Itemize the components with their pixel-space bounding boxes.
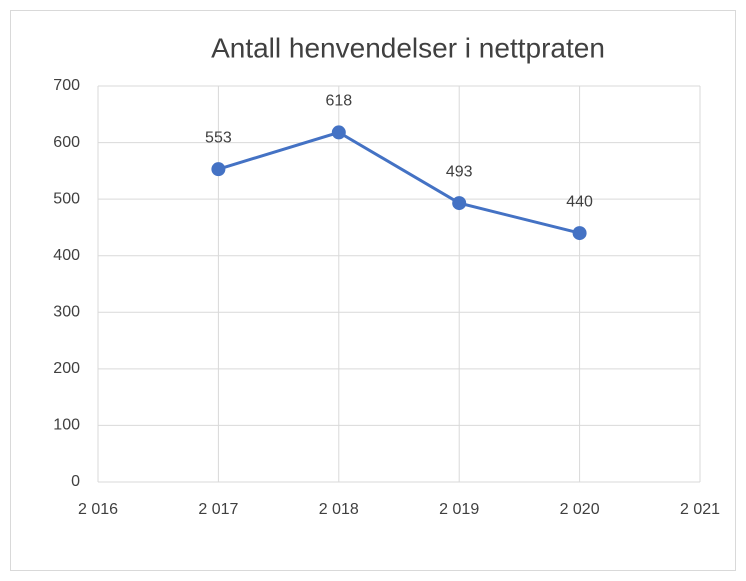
x-tick-label: 2 018 xyxy=(319,501,359,518)
data-label: 493 xyxy=(446,163,473,180)
y-tick-label: 200 xyxy=(53,360,80,377)
chart-border xyxy=(10,10,736,571)
point xyxy=(211,162,226,177)
y-tick-label: 600 xyxy=(53,134,80,151)
y-tick-label: 300 xyxy=(53,304,80,321)
data-label: 618 xyxy=(325,93,352,110)
y-tick-label: 400 xyxy=(53,247,80,264)
x-tick-label: 2 017 xyxy=(198,501,238,518)
point xyxy=(331,125,346,140)
y-tick-label: 700 xyxy=(53,77,80,94)
point xyxy=(572,226,587,241)
data-label: 553 xyxy=(205,129,232,146)
x-tick-label: 2 021 xyxy=(680,501,720,518)
x-tick-label: 2 020 xyxy=(560,501,600,518)
line xyxy=(217,130,580,235)
y-tick-label: 500 xyxy=(53,190,80,207)
y-tick-label: 0 xyxy=(71,473,80,490)
x-tick-label: 2 019 xyxy=(439,501,479,518)
x-tick-label: 2 016 xyxy=(78,501,118,518)
y-tick-label: 100 xyxy=(53,417,80,434)
chart-title: Antall henvendelser i nettpraten xyxy=(211,32,605,63)
point xyxy=(452,196,467,211)
data-label: 440 xyxy=(566,193,593,210)
